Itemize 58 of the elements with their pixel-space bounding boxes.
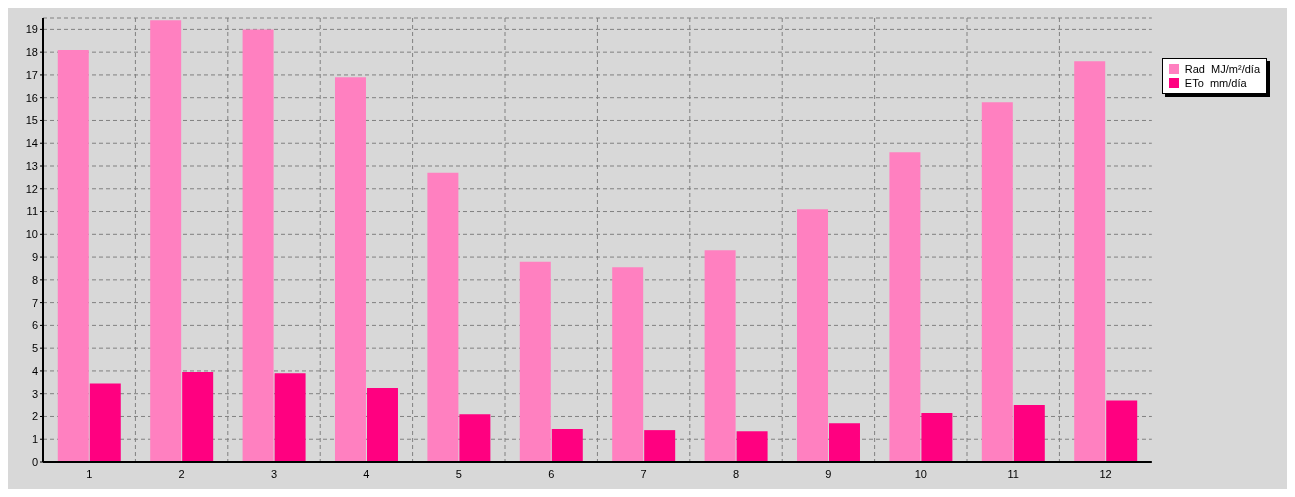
bar [551, 428, 583, 462]
y-tick-label: 15 [25, 114, 38, 127]
bar [150, 20, 182, 462]
y-tick-label: 16 [25, 91, 38, 104]
x-tick-label: 3 [270, 467, 278, 480]
bar [1074, 61, 1106, 462]
x-tick-label: 11 [1007, 467, 1019, 480]
bar [981, 102, 1013, 462]
bar [612, 267, 644, 462]
x-tick-label: 9 [825, 467, 832, 480]
bar [736, 431, 768, 462]
y-tick-label: 8 [31, 273, 38, 286]
bar [828, 423, 860, 462]
y-tick-label: 18 [25, 46, 38, 59]
y-tick-label: 12 [25, 182, 38, 195]
x-tick-label: 2 [178, 467, 185, 480]
y-tick-label: 4 [31, 364, 38, 377]
bar [274, 373, 306, 462]
y-tick-label: 6 [31, 319, 38, 332]
bar [242, 29, 274, 462]
bar [1013, 405, 1045, 462]
x-tick-label: 6 [548, 467, 555, 480]
bar [519, 261, 551, 462]
y-tick-label: 19 [25, 23, 38, 36]
x-tick-label: 4 [363, 467, 370, 480]
x-tick-label: 5 [455, 467, 462, 480]
y-tick-label: 0 [31, 455, 38, 468]
y-tick-label: 7 [31, 296, 38, 309]
x-tick-label: 8 [732, 467, 740, 480]
y-tick-label: 13 [25, 159, 38, 172]
bar [921, 413, 953, 462]
bar [1106, 400, 1138, 462]
legend-label: ETo mm/día [1184, 76, 1247, 90]
bar [182, 372, 214, 462]
bar [57, 49, 89, 462]
x-tick-label: 10 [914, 467, 927, 480]
y-tick-label: 17 [25, 68, 38, 81]
x-tick-label: 1 [86, 467, 93, 480]
y-tick-label: 14 [25, 137, 38, 150]
bar [889, 152, 921, 462]
y-tick-label: 11 [26, 205, 38, 218]
bar [366, 388, 398, 462]
y-tick-label: 2 [31, 410, 38, 423]
bar [427, 172, 459, 462]
y-tick-label: 10 [25, 228, 38, 241]
y-tick-label: 3 [31, 387, 38, 400]
bar [334, 77, 366, 462]
legend-label: Rad MJ/m²/día [1184, 62, 1260, 76]
x-tick-label: 12 [1099, 467, 1112, 480]
bar [644, 430, 676, 462]
y-tick-label: 5 [31, 342, 38, 355]
bar [796, 209, 828, 462]
bar [459, 414, 491, 462]
y-tick-label: 9 [31, 250, 38, 263]
y-tick-label: 1 [31, 433, 38, 446]
bar [704, 250, 736, 462]
x-tick-label: 7 [640, 467, 647, 480]
bar [89, 383, 121, 462]
